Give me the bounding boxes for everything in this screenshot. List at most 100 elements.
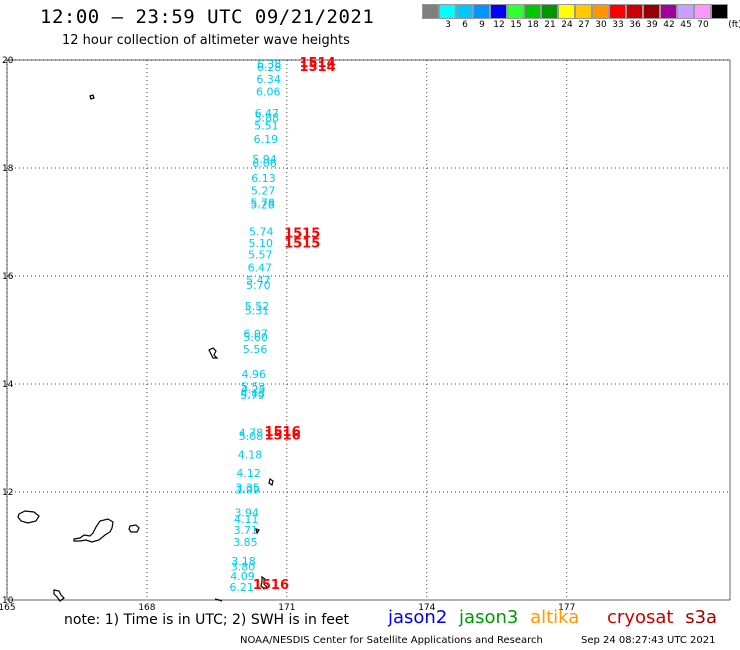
color-swatch: [694, 4, 711, 19]
wave-height-value: 6.06: [256, 86, 281, 99]
wave-height-value: 5.53: [241, 380, 266, 393]
island: [268, 478, 274, 486]
wave-height-value: 5.47: [246, 274, 271, 287]
lon-tick-label: 171: [278, 603, 295, 613]
grid-lines: [6, 59, 730, 600]
lat-tick-label: 10: [2, 596, 14, 606]
wave-height-value: 3.18: [231, 555, 256, 568]
wave-height-value: 5.08: [239, 430, 264, 443]
wave-height-value: 5.79: [240, 389, 265, 402]
wave-height-value: 5.70: [246, 279, 271, 292]
color-swatch: [473, 4, 490, 19]
color-scale-label: 36: [629, 20, 641, 30]
color-swatch: [558, 4, 575, 19]
wave-height-value: 3.80: [231, 560, 256, 573]
island: [260, 575, 268, 590]
color-scale-label: 39: [646, 20, 658, 30]
pass-time-label: 1516: [264, 429, 300, 444]
color-scale-label: 70: [697, 20, 709, 30]
color-scale-label: 30: [595, 20, 607, 30]
color-swatch: [677, 4, 694, 19]
wave-height-value: 6.47: [255, 107, 280, 120]
legend-jason2: jason2: [388, 607, 448, 628]
lat-tick-label: 12: [2, 488, 13, 498]
color-scale-unit: (ft): [728, 20, 740, 30]
wave-height-value: 6.34: [256, 73, 281, 86]
wave-height-value: 3.85: [233, 536, 258, 549]
wave-height-value: 5.10: [248, 237, 273, 250]
color-swatch: [439, 4, 456, 19]
color-swatch: [456, 4, 473, 19]
color-scale-label: 33: [612, 20, 624, 30]
footnote: note: 1) Time is in UTC; 2) SWH is in fe…: [64, 612, 350, 628]
pass-time-label: 1514: [299, 60, 335, 75]
wave-height-value: 5.52: [245, 300, 270, 313]
legend-cryosat: cryosat: [607, 607, 674, 628]
wave-height-value: 5.60: [243, 331, 268, 344]
color-scale-label: 3: [445, 20, 451, 30]
island: [89, 94, 95, 100]
wave-height-value: 5.28: [250, 199, 275, 212]
color-swatch: [575, 4, 592, 19]
generated-timestamp: Sep 24 08:27:43 UTC 2021: [581, 635, 716, 646]
wave-height-value: 6.21: [229, 581, 254, 594]
pass-time-label: 1515: [284, 236, 320, 251]
color-swatch: [592, 4, 609, 19]
wave-height-value: 4.25: [241, 383, 266, 396]
wave-height-value: 6.28: [257, 61, 282, 74]
wave-height-value: 6.38: [257, 58, 282, 71]
island: [128, 524, 140, 533]
map-frame: [6, 59, 731, 601]
color-swatch: [711, 4, 728, 19]
color-scale-label: 9: [479, 20, 485, 30]
color-scale-label: 42: [663, 20, 675, 30]
color-scale-label: 27: [578, 20, 590, 30]
color-scale-label: 45: [680, 20, 692, 30]
color-scale-label: 6: [462, 20, 468, 30]
color-scale-label: 21: [544, 20, 556, 30]
wave-height-value: 5.57: [248, 249, 273, 262]
lat-tick-label: 14: [2, 380, 14, 390]
lat-tick-label: 16: [2, 272, 14, 282]
island: [255, 528, 260, 535]
wave-height-value: 5.31: [245, 304, 270, 317]
satellite-legend: jason2 jason3 altika cryosat s3a: [388, 607, 723, 628]
legend-jason3: jason3: [459, 607, 519, 628]
axis-tick-labels: 165 168 171 174 177 10 12 14 16 18 20: [0, 56, 575, 613]
wave-height-value: 4.78: [239, 426, 264, 439]
color-swatch: [626, 4, 643, 19]
wave-height-value: 6.07: [243, 328, 268, 341]
wave-height-value: 5.51: [254, 120, 279, 133]
wave-height-value: 6.13: [251, 172, 276, 185]
lat-tick-label: 20: [2, 56, 14, 66]
color-swatch: [524, 4, 541, 19]
wave-height-value: 6.47: [248, 262, 273, 275]
lon-tick-label: 177: [558, 603, 575, 613]
wave-height-value: 5.88: [255, 112, 280, 125]
legend-altika: altika: [530, 607, 580, 628]
chart-subtitle: 12 hour collection of altimeter wave hei…: [62, 33, 350, 48]
legend-s3a: s3a: [685, 607, 718, 628]
color-scale-label: 15: [510, 20, 522, 30]
wave-height-value: 4.11: [234, 513, 259, 526]
color-swatch: [422, 4, 439, 19]
pass-time-label: 1516: [264, 425, 300, 440]
color-scale-label: 12: [493, 20, 505, 30]
landmasses: [17, 94, 274, 602]
pass-time-label: 1516: [253, 578, 289, 593]
wave-height-value: 3.35: [235, 481, 260, 494]
wave-height-value: 4.09: [230, 570, 255, 583]
wave-height-value: 3.94: [235, 506, 260, 519]
credit-line: NOAA/NESDIS Center for Satellite Applica…: [240, 635, 543, 646]
wave-height-value: 4.96: [242, 368, 267, 381]
pass-time-label: 1514: [299, 56, 335, 71]
island: [53, 589, 65, 602]
island: [73, 518, 114, 543]
wave-height-readings: 6.386.286.346.066.475.885.516.195.946.06…: [229, 58, 281, 594]
color-swatch: [490, 4, 507, 19]
color-swatch: [507, 4, 524, 19]
